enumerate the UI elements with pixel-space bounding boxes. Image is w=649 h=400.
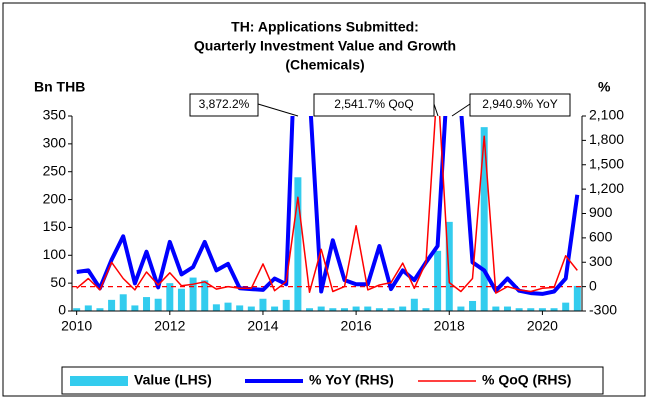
bar bbox=[573, 285, 581, 311]
annotation-pointer bbox=[433, 103, 439, 117]
x-tick-label: 2016 bbox=[341, 318, 372, 334]
bar bbox=[119, 294, 127, 311]
bar bbox=[143, 297, 151, 311]
legend-label: Value (LHS) bbox=[134, 372, 212, 388]
bar bbox=[108, 299, 116, 311]
y-tick-label: 300 bbox=[43, 135, 67, 151]
bar bbox=[212, 304, 220, 311]
y2-tick-label: 0 bbox=[589, 277, 597, 293]
bar bbox=[224, 302, 232, 311]
bar bbox=[410, 298, 418, 311]
bar bbox=[422, 308, 430, 311]
legend-label: % QoQ (RHS) bbox=[482, 372, 571, 388]
x-tick-label: 2010 bbox=[61, 318, 92, 334]
chart-title: Quarterly Investment Value and Growth bbox=[194, 38, 456, 54]
y2-tick-label: 2,100 bbox=[589, 107, 624, 123]
bar bbox=[259, 298, 267, 311]
bar bbox=[503, 306, 511, 311]
frame bbox=[2, 2, 646, 397]
bar bbox=[375, 308, 383, 311]
y2-tick-label: 300 bbox=[589, 253, 613, 269]
annotation-box bbox=[189, 93, 259, 117]
bar bbox=[340, 308, 348, 311]
annotation-pointer bbox=[257, 103, 299, 117]
bar bbox=[317, 306, 325, 311]
y-tick-label: 0 bbox=[58, 302, 66, 318]
line bbox=[76, 116, 580, 296]
legend-label: % YoY (RHS) bbox=[309, 372, 394, 388]
y-tick-label: 100 bbox=[43, 246, 67, 262]
legend-swatch bbox=[70, 376, 128, 386]
y2-tick-label: -300 bbox=[589, 302, 617, 318]
y-tick-label: 350 bbox=[43, 107, 67, 123]
x-tick-label: 2020 bbox=[527, 318, 558, 334]
bar bbox=[131, 305, 139, 311]
bar bbox=[96, 308, 104, 311]
chart-title: (Chemicals) bbox=[285, 57, 364, 73]
bar bbox=[177, 288, 185, 311]
y2-tick-label: 1,800 bbox=[589, 131, 624, 147]
bar bbox=[306, 308, 314, 311]
bar bbox=[166, 283, 174, 311]
y2-tick-label: 600 bbox=[589, 229, 613, 245]
y2-tick-label: 900 bbox=[589, 204, 613, 220]
y-tick-label: 50 bbox=[50, 274, 66, 290]
bar bbox=[562, 302, 570, 311]
bar bbox=[189, 277, 197, 311]
bar bbox=[469, 300, 477, 311]
bar bbox=[480, 127, 488, 311]
y-tick-label: 150 bbox=[43, 218, 67, 234]
bar bbox=[492, 306, 500, 311]
bar bbox=[294, 177, 302, 311]
y-tick-label: 250 bbox=[43, 162, 67, 178]
bar bbox=[84, 305, 92, 311]
y2-axis-label: % bbox=[598, 79, 611, 95]
bar bbox=[201, 280, 209, 311]
legend bbox=[61, 366, 604, 395]
bar bbox=[271, 306, 279, 311]
bar bbox=[457, 306, 465, 311]
annotation-box bbox=[469, 93, 571, 117]
bar bbox=[364, 306, 372, 311]
bar bbox=[352, 306, 360, 311]
bar bbox=[329, 308, 337, 311]
bar bbox=[515, 308, 523, 311]
bar bbox=[236, 305, 244, 311]
annotation: 3,872.2% bbox=[199, 97, 250, 111]
annotation: 2,940.9% YoY bbox=[482, 97, 557, 111]
bar bbox=[550, 308, 558, 311]
bar bbox=[538, 308, 546, 311]
bar bbox=[154, 298, 162, 311]
annotation: 2,541.7% QoQ bbox=[334, 97, 413, 111]
annotation-box bbox=[313, 93, 435, 117]
x-tick-label: 2012 bbox=[154, 318, 185, 334]
bar bbox=[434, 250, 442, 311]
y-axis-label: Bn THB bbox=[34, 79, 85, 95]
bar bbox=[282, 299, 290, 311]
bar bbox=[73, 308, 81, 311]
bar bbox=[527, 308, 535, 311]
bar bbox=[399, 306, 407, 311]
y2-tick-label: 1,500 bbox=[589, 155, 624, 171]
x-tick-label: 2014 bbox=[247, 318, 278, 334]
bar bbox=[445, 221, 453, 311]
chart-title: TH: Applications Submitted: bbox=[231, 19, 419, 35]
bar bbox=[387, 308, 395, 311]
bar bbox=[247, 306, 255, 311]
annotation-pointer bbox=[451, 103, 471, 117]
y2-tick-label: 1,200 bbox=[589, 180, 624, 196]
x-tick-label: 2018 bbox=[434, 318, 465, 334]
line bbox=[76, 116, 578, 294]
y-tick-label: 200 bbox=[43, 190, 67, 206]
